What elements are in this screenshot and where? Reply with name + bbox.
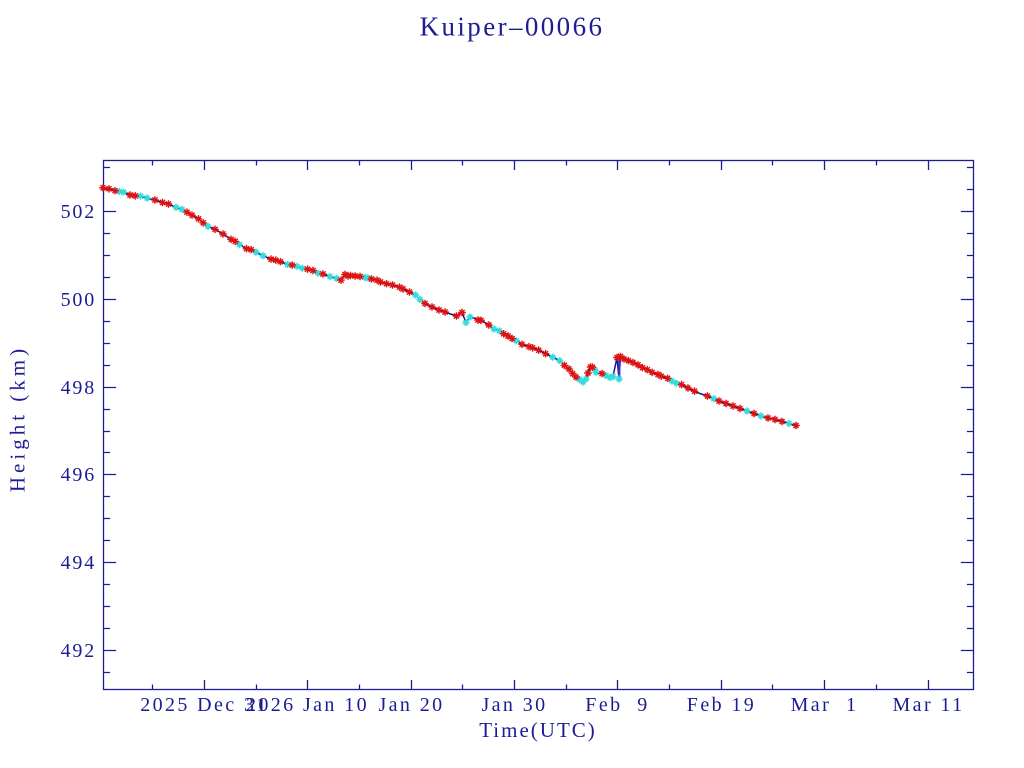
svg-text:Jan 20: Jan 20 — [378, 694, 444, 716]
svg-text:498: 498 — [61, 377, 96, 399]
svg-text:500: 500 — [61, 289, 96, 311]
svg-text:Kuiper–00066: Kuiper–00066 — [420, 12, 605, 42]
svg-text:2026 Jan 10: 2026 Jan 10 — [246, 694, 369, 716]
svg-text:496: 496 — [61, 464, 96, 486]
svg-text:Feb 9: Feb 9 — [585, 694, 649, 716]
svg-text:Mar 1: Mar 1 — [791, 694, 859, 716]
svg-text:2025 Dec 31: 2025 Dec 31 — [140, 694, 269, 716]
svg-text:492: 492 — [61, 640, 96, 662]
svg-text:Mar 11: Mar 11 — [893, 694, 965, 716]
svg-text:Feb 19: Feb 19 — [687, 694, 756, 716]
svg-text:502: 502 — [61, 201, 96, 223]
svg-text:Jan 30: Jan 30 — [481, 694, 547, 716]
svg-text:Time(UTC): Time(UTC) — [479, 718, 597, 742]
svg-text:494: 494 — [61, 552, 96, 574]
svg-text:Height (km): Height (km) — [6, 345, 30, 492]
